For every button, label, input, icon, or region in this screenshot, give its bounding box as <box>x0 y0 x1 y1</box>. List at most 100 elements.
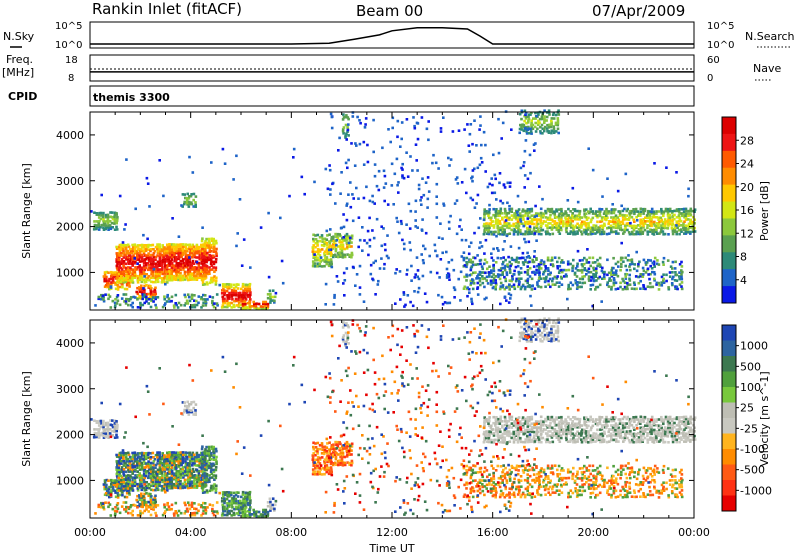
power-cell <box>488 208 491 211</box>
velocity-cell <box>142 453 146 456</box>
power-cell <box>610 228 613 232</box>
power-cell <box>222 287 225 291</box>
velocity-cell <box>118 468 121 472</box>
power-cell <box>668 216 672 220</box>
power-cell <box>172 264 176 267</box>
power-cell <box>487 230 490 234</box>
velocity-cell <box>215 462 218 466</box>
power-cell <box>330 244 333 248</box>
power-cell <box>253 304 256 308</box>
power-cell <box>505 299 508 302</box>
power-cell <box>269 295 272 298</box>
velocity-cell <box>175 469 179 473</box>
power-cell <box>635 210 638 213</box>
velocity-cell <box>127 476 130 480</box>
power-cell <box>514 260 518 264</box>
power-cell <box>170 299 173 303</box>
power-cell <box>595 231 599 234</box>
power-cell <box>584 215 588 219</box>
power-cell <box>529 127 532 131</box>
velocity-cell <box>97 430 100 433</box>
power-cell <box>141 303 145 307</box>
velocity-cell <box>118 485 121 488</box>
power-cell <box>205 281 209 284</box>
velocity-cell <box>158 472 161 475</box>
power-cell <box>612 281 616 285</box>
power-cell <box>107 281 110 285</box>
power-cell <box>194 205 197 208</box>
velocity-cell <box>325 446 329 449</box>
power-cell <box>528 131 531 135</box>
velocity-cell <box>157 470 160 474</box>
power-cell <box>186 255 189 259</box>
velocity-cell <box>318 444 322 447</box>
power-cell <box>311 250 315 253</box>
power-cell <box>473 167 476 171</box>
velocity-cell <box>326 458 329 462</box>
power-cell <box>512 283 516 287</box>
power-cell <box>471 179 474 183</box>
power-cell <box>666 227 670 230</box>
velocity-cell <box>246 501 250 505</box>
power-cell <box>620 265 623 268</box>
power-cell <box>205 258 209 262</box>
velocity-cell <box>151 472 155 476</box>
power-cell <box>551 211 555 215</box>
power-cell <box>596 285 600 289</box>
power-cell <box>177 257 180 261</box>
power-cell <box>594 273 598 277</box>
power-cell <box>338 136 341 140</box>
power-cell <box>211 256 214 260</box>
velocity-cell <box>214 468 218 472</box>
power-cell <box>678 271 681 274</box>
power-cell <box>248 289 252 292</box>
power-cell <box>535 219 539 223</box>
velocity-cell <box>187 480 190 484</box>
power-cell <box>612 216 616 219</box>
power-cell <box>634 232 638 236</box>
power-cell <box>632 224 636 228</box>
power-cell <box>371 194 374 198</box>
power-cell <box>569 222 573 225</box>
power-cell <box>386 203 390 206</box>
power-cell <box>150 276 153 280</box>
power-cell <box>208 268 212 272</box>
power-cell <box>551 113 555 117</box>
power-cell <box>129 268 133 271</box>
velocity-cell <box>156 482 160 486</box>
power-cell <box>679 219 683 223</box>
velocity-cell <box>156 485 160 488</box>
power-cell <box>537 123 540 127</box>
velocity-cell <box>131 463 134 467</box>
power-cell <box>596 220 599 224</box>
power-cell <box>102 299 106 303</box>
power-cell <box>639 230 642 234</box>
power-cell <box>592 279 596 283</box>
power-cell <box>132 270 135 274</box>
power-cell <box>547 283 550 286</box>
power-cell <box>666 207 670 211</box>
power-cell <box>149 294 152 298</box>
velocity-cell <box>163 484 166 488</box>
power-cell <box>159 260 162 263</box>
power-cell <box>670 224 674 227</box>
power-cell <box>221 297 225 301</box>
velocity-cell <box>254 513 258 516</box>
velocity-cell <box>195 459 199 463</box>
velocity-cell <box>158 476 161 479</box>
velocity-cell <box>142 478 146 481</box>
velocity-cell <box>114 489 117 493</box>
velocity-cell <box>320 452 324 455</box>
velocity-cell <box>107 487 111 491</box>
power-cell <box>146 276 150 279</box>
power-cell <box>532 260 536 264</box>
velocity-cell <box>124 478 128 481</box>
power-cell <box>481 275 484 278</box>
velocity-cell <box>187 476 190 479</box>
power-cell <box>209 262 213 265</box>
power-cell <box>186 265 189 269</box>
power-cell <box>195 247 198 251</box>
velocity-cell <box>179 473 183 477</box>
power-cell <box>562 268 566 272</box>
power-cell <box>383 262 386 266</box>
